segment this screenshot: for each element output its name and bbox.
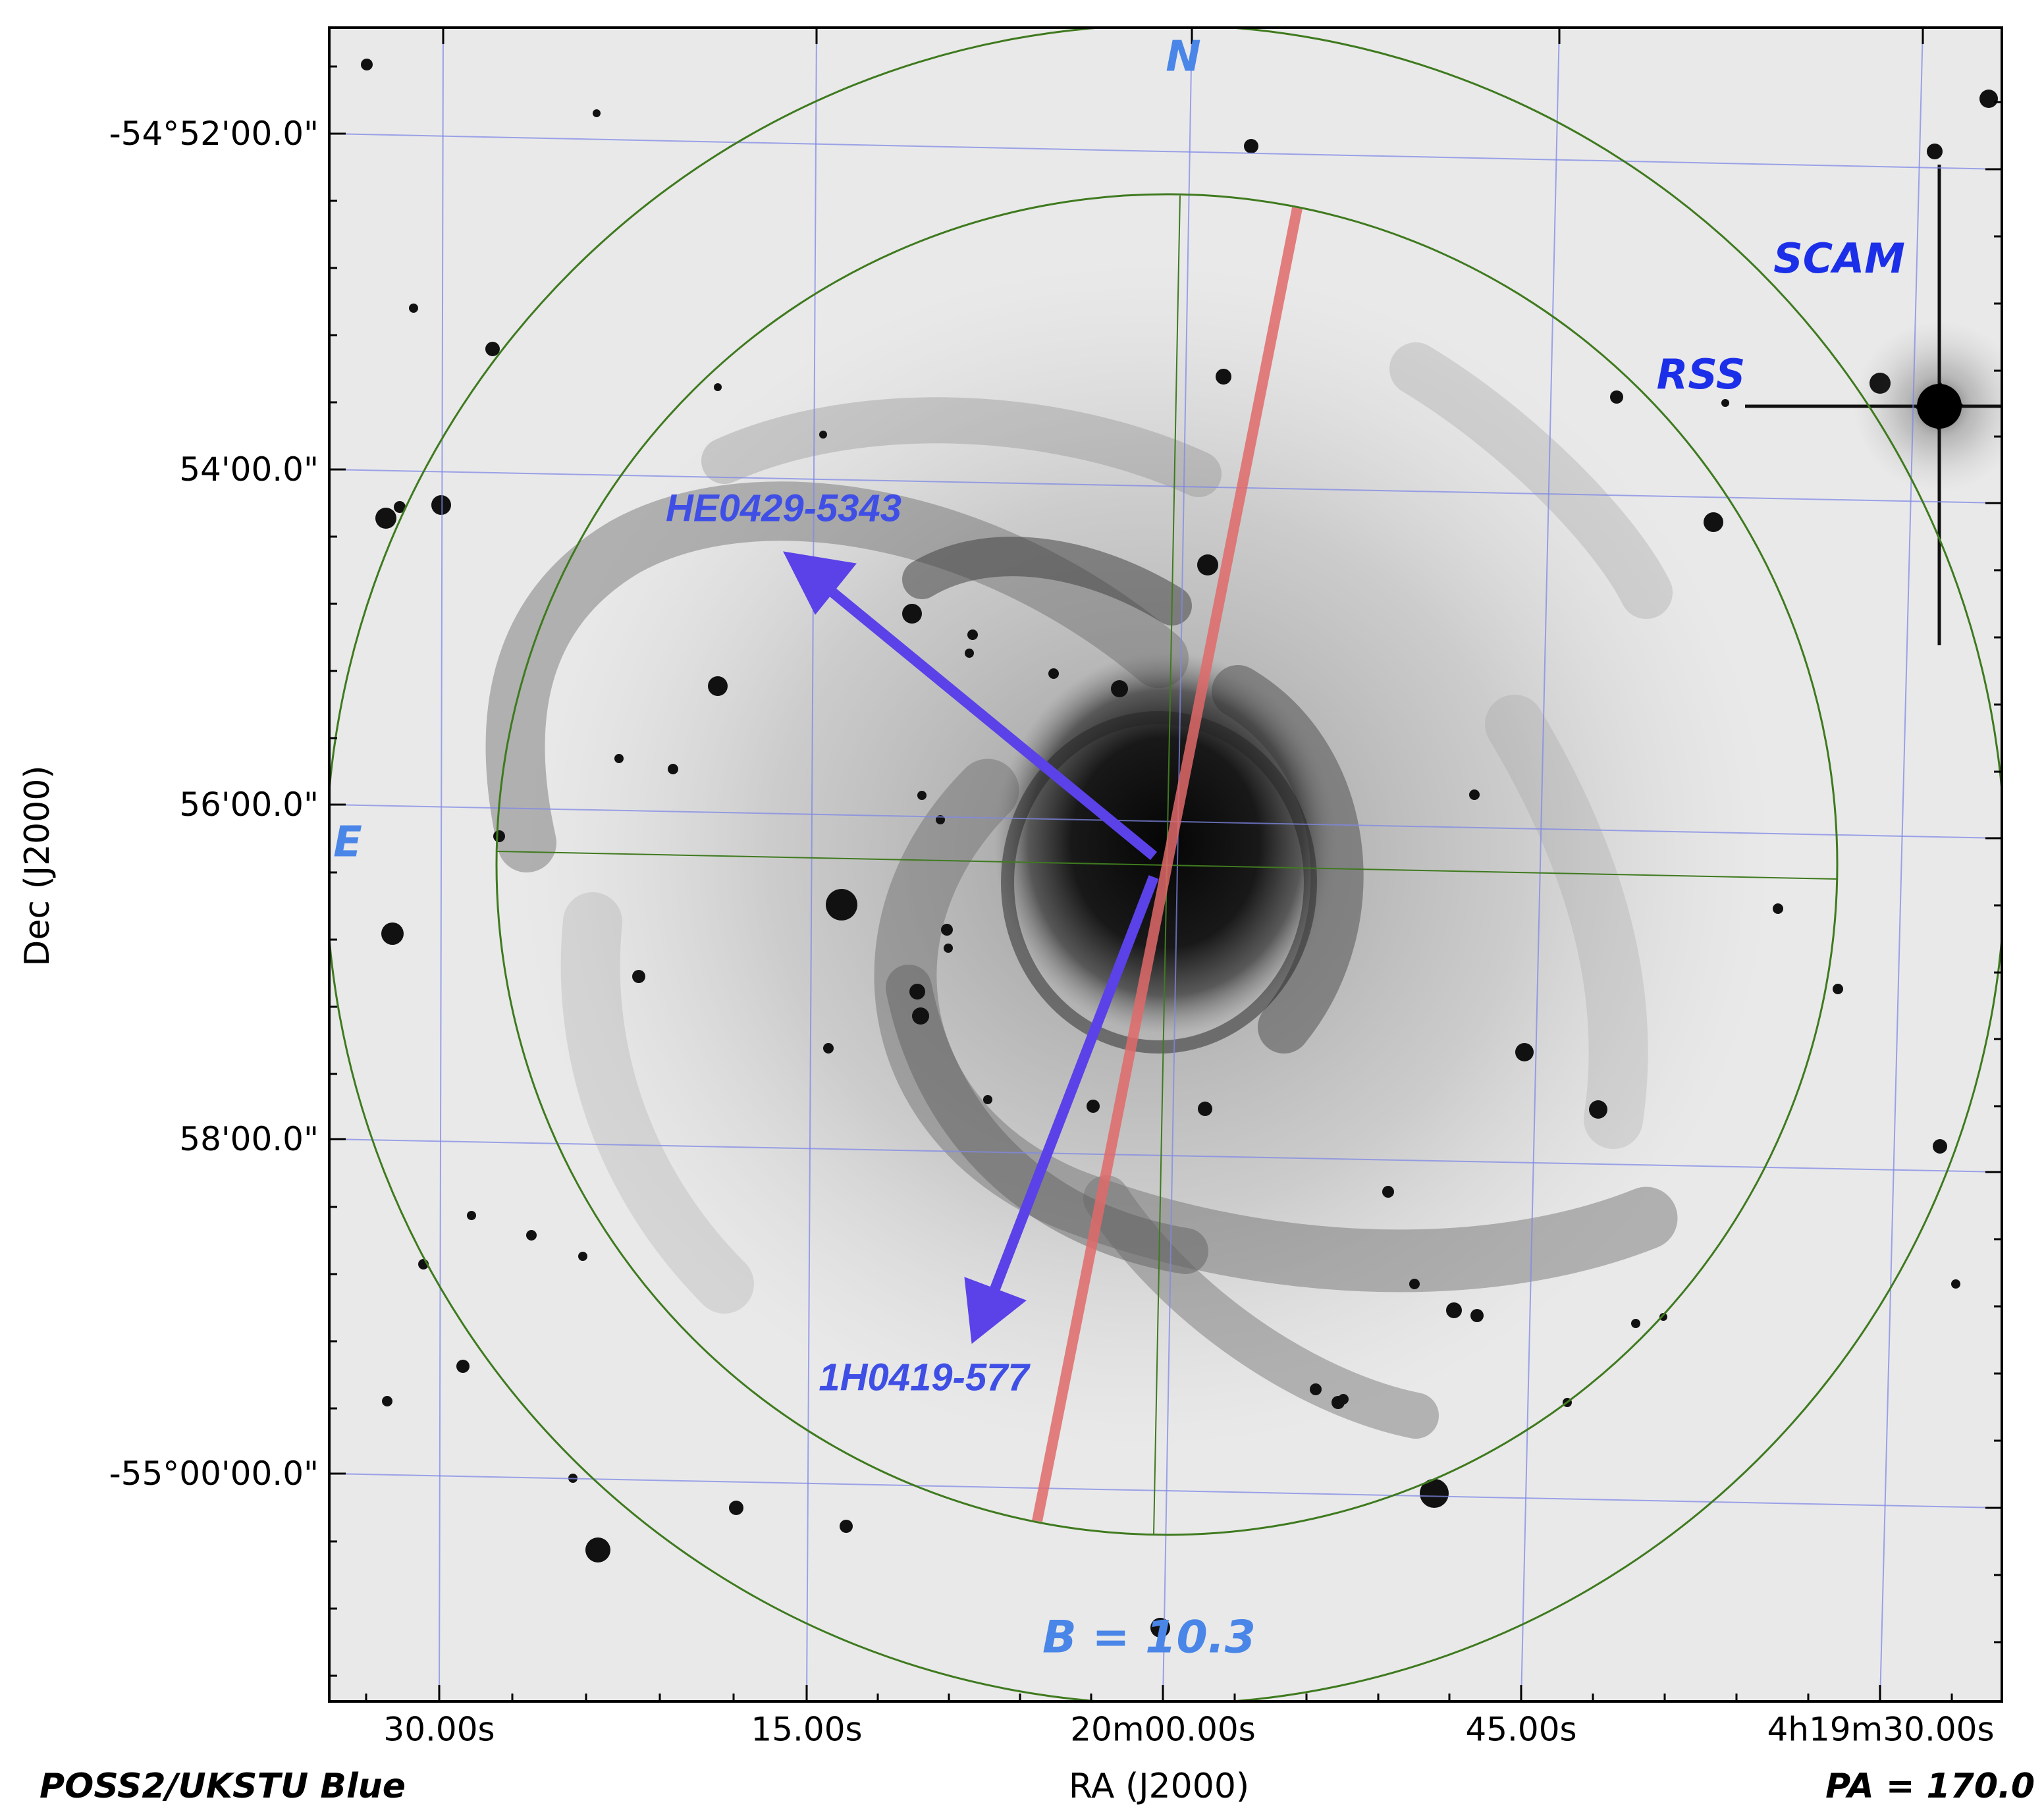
magnitude-label: B = 10.3 xyxy=(1042,1612,1256,1664)
source-label-he0429-5343: HE0429-5343 xyxy=(666,487,901,529)
y-tick-label: 56'00.0" xyxy=(179,786,319,824)
x-tick-label: 15.00s xyxy=(751,1711,862,1749)
offset-arrows xyxy=(783,551,1159,1344)
x-tick-labels: 30.00s 15.00s 20m00.00s 45.00s 4h19m30.0… xyxy=(383,1711,1994,1749)
x-tick-label: 4h19m30.00s xyxy=(1767,1711,1994,1749)
x-axis-label: RA (J2000) xyxy=(1069,1767,1249,1806)
y-tick-label: -55°00'00.0" xyxy=(109,1455,319,1493)
east-label: E xyxy=(333,818,362,867)
y-axis-label: Dec (J2000) xyxy=(18,765,57,966)
survey-label: POSS2/UKSTU Blue xyxy=(40,1767,406,1806)
x-tick-label: 45.00s xyxy=(1465,1711,1576,1749)
x-tick-label: 20m00.00s xyxy=(1070,1711,1256,1749)
y-tick-label: 54'00.0" xyxy=(179,450,319,489)
source-label-1h0419-577: 1H0419-577 xyxy=(819,1356,1031,1399)
slit-line xyxy=(1032,207,1303,1522)
rss-field-circle xyxy=(495,193,1839,1536)
arrowhead-he0429-5343 xyxy=(783,551,857,615)
field-stars xyxy=(361,59,1998,1638)
arrowhead-1h0419-577 xyxy=(964,1277,1027,1344)
arrow-to-he0429-5343 xyxy=(829,588,1158,861)
scam-label: SCAM xyxy=(1773,234,1905,282)
coordinate-grid xyxy=(329,28,2002,1701)
y-tick-label: -54°52'00.0" xyxy=(109,115,319,153)
position-angle-label: PA = 170.0 xyxy=(1825,1767,2035,1806)
rss-label: RSS xyxy=(1657,350,1746,398)
y-tick-labels: -54°52'00.0" 54'00.0" 56'00.0" 58'00.0" … xyxy=(109,115,319,1493)
north-label: N xyxy=(1166,33,1201,82)
frame-ticks xyxy=(329,28,2002,1701)
plot-frame xyxy=(328,26,2003,1703)
bright-star xyxy=(1745,165,2002,645)
arrow-to-1h0419-577 xyxy=(989,875,1159,1293)
y-tick-label: 58'00.0" xyxy=(179,1120,319,1158)
x-tick-label: 30.00s xyxy=(383,1711,495,1749)
